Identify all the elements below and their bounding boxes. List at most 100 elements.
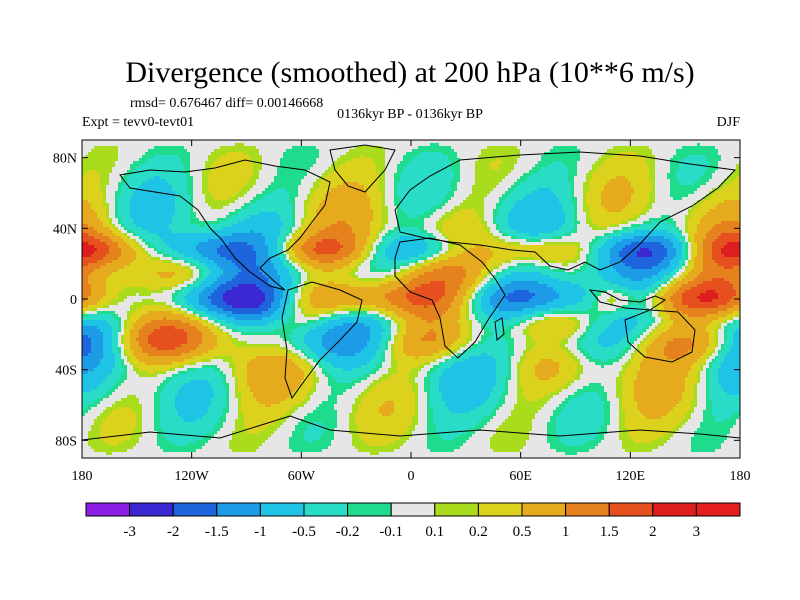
field-cell <box>274 188 277 191</box>
field-cell <box>565 203 568 206</box>
field-cell <box>421 173 424 176</box>
field-cell <box>619 158 622 161</box>
field-cell <box>709 140 712 143</box>
field-cell <box>433 167 436 170</box>
field-cell <box>484 197 487 200</box>
field-cell <box>577 167 580 170</box>
field-cell <box>538 188 541 191</box>
field-cell <box>442 173 445 176</box>
field-cell <box>490 158 493 161</box>
field-cell <box>340 194 343 197</box>
field-cell <box>277 203 280 206</box>
field-cell <box>406 170 409 173</box>
field-cell <box>469 191 472 194</box>
field-cell <box>523 149 526 152</box>
field-cell <box>433 146 436 149</box>
field-cell <box>607 203 610 206</box>
field-cell <box>367 197 370 200</box>
field-cell <box>616 161 619 164</box>
field-cell <box>106 149 109 152</box>
field-cell <box>274 152 277 155</box>
field-cell <box>373 194 376 197</box>
field-cell <box>241 188 244 191</box>
field-cell <box>487 143 490 146</box>
field-cell <box>364 155 367 158</box>
field-cell <box>175 167 178 170</box>
field-cell <box>277 155 280 158</box>
field-cell <box>181 179 184 182</box>
field-cell <box>175 161 178 164</box>
field-cell <box>328 206 331 209</box>
field-cell <box>556 152 559 155</box>
field-cell <box>136 200 139 203</box>
field-cell <box>571 170 574 173</box>
field-cell <box>250 179 253 182</box>
field-cell <box>91 179 94 182</box>
field-cell <box>535 167 538 170</box>
field-cell <box>436 191 439 194</box>
field-cell <box>307 185 310 188</box>
field-cell <box>643 149 646 152</box>
field-cell <box>385 143 388 146</box>
field-cell <box>271 188 274 191</box>
field-cell <box>244 203 247 206</box>
field-cell <box>172 182 175 185</box>
field-cell <box>406 167 409 170</box>
field-cell <box>148 143 151 146</box>
field-cell <box>415 188 418 191</box>
field-cell <box>595 158 598 161</box>
field-cell <box>424 140 427 143</box>
field-cell <box>472 176 475 179</box>
field-cell <box>256 167 259 170</box>
field-cell <box>379 188 382 191</box>
field-cell <box>694 152 697 155</box>
field-cell <box>118 185 121 188</box>
field-cell <box>355 179 358 182</box>
field-cell <box>391 182 394 185</box>
field-cell <box>478 152 481 155</box>
field-cell <box>178 155 181 158</box>
field-cell <box>649 179 652 182</box>
field-cell <box>433 185 436 188</box>
field-cell <box>538 158 541 161</box>
field-cell <box>592 143 595 146</box>
field-cell <box>556 140 559 143</box>
field-cell <box>628 173 631 176</box>
field-cell <box>271 143 274 146</box>
field-cell <box>133 200 136 203</box>
field-cell <box>490 143 493 146</box>
field-cell <box>598 155 601 158</box>
field-cell <box>430 200 433 203</box>
field-cell <box>568 191 571 194</box>
field-cell <box>676 194 679 197</box>
field-cell <box>571 203 574 206</box>
field-cell <box>502 194 505 197</box>
field-cell <box>271 185 274 188</box>
field-cell <box>535 164 538 167</box>
field-cell <box>682 140 685 143</box>
field-cell <box>643 185 646 188</box>
field-cell <box>418 158 421 161</box>
field-cell <box>496 164 499 167</box>
field-cell <box>694 158 697 161</box>
field-cell <box>478 197 481 200</box>
field-cell <box>463 197 466 200</box>
field-cell <box>313 188 316 191</box>
field-cell <box>124 170 127 173</box>
field-cell <box>166 182 169 185</box>
field-cell <box>682 143 685 146</box>
field-cell <box>400 203 403 206</box>
field-cell <box>139 197 142 200</box>
field-cell <box>436 200 439 203</box>
field-cell <box>448 185 451 188</box>
field-cell <box>445 185 448 188</box>
field-cell <box>322 194 325 197</box>
field-cell <box>304 179 307 182</box>
field-cell <box>457 182 460 185</box>
field-cell <box>280 188 283 191</box>
field-cell <box>214 179 217 182</box>
field-cell <box>82 146 85 149</box>
field-cell <box>232 203 235 206</box>
field-cell <box>397 155 400 158</box>
field-cell <box>232 191 235 194</box>
